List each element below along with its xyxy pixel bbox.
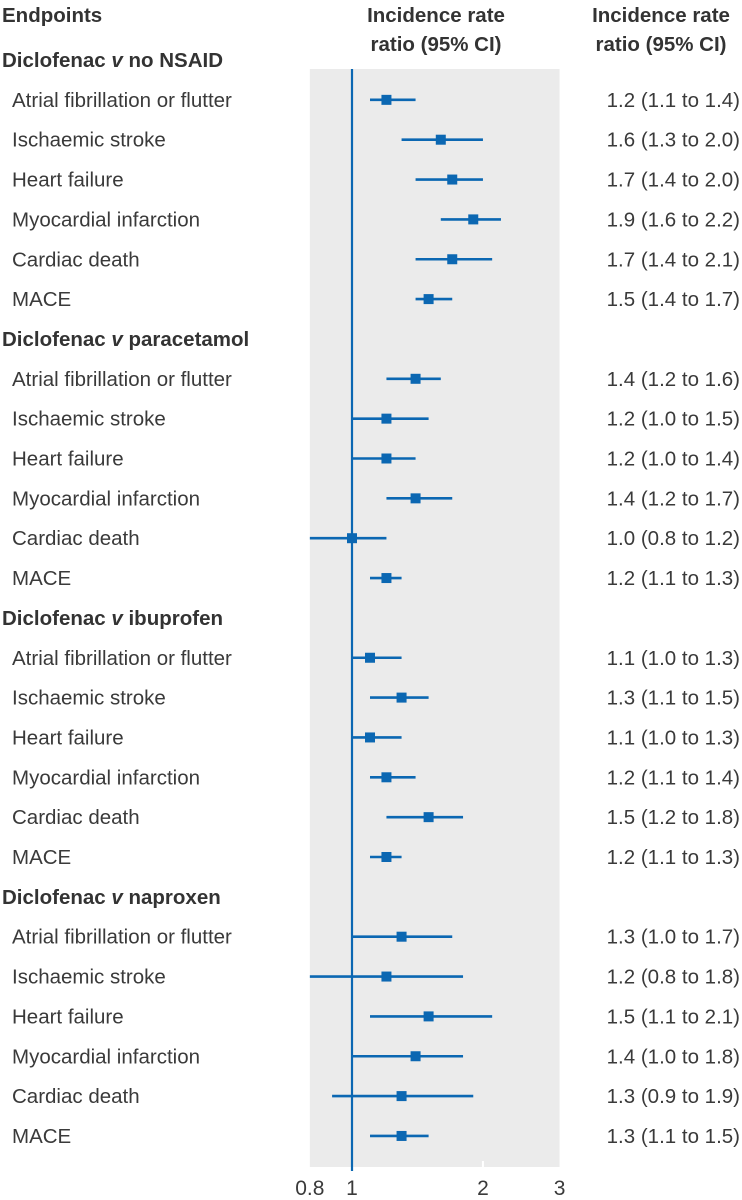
group-title-suffix: no NSAID [123,49,223,72]
x-tick-label: 1 [346,1177,358,1200]
endpoints-header: Endpoints [2,4,102,27]
point-estimate [365,652,376,663]
endpoint-label: Cardiac death [12,527,140,550]
point-estimate [396,931,407,942]
endpoint-label: Atrial fibrillation or flutter [12,647,232,670]
estimate-text: 1.7 (1.4 to 2.1) [607,248,740,271]
group-title-italic: v [111,49,124,72]
endpoint-label: Atrial fibrillation or flutter [12,368,232,391]
estimate-text: 1.5 (1.4 to 1.7) [607,288,740,311]
endpoint-label: Cardiac death [12,248,140,271]
point-estimate [468,214,479,225]
endpoint-label: Heart failure [12,169,124,192]
values-header-line: ratio (95% CI) [596,33,727,56]
group-title: Diclofenac v ibuprofen [2,607,223,630]
estimate-text: 1.5 (1.2 to 1.8) [607,806,740,829]
endpoint-label: Myocardial infarction [12,1045,200,1068]
point-estimate [365,732,376,743]
group-title: Diclofenac v naproxen [2,886,221,909]
point-estimate [381,772,392,783]
estimate-text: 1.2 (0.8 to 1.8) [607,966,740,989]
estimate-text: 1.9 (1.6 to 2.2) [607,208,740,231]
estimate-text: 1.2 (1.0 to 1.5) [607,408,740,431]
endpoint-label: MACE [12,1125,71,1148]
plot-panel [309,69,560,1167]
group-title-italic: v [111,886,124,909]
point-estimate [396,1130,407,1141]
endpoint-label: Myocardial infarction [12,487,200,510]
endpoint-label: Atrial fibrillation or flutter [12,89,232,112]
group-title: Diclofenac v no NSAID [2,49,223,72]
point-estimate [381,453,392,464]
estimate-text: 1.4 (1.2 to 1.7) [607,487,740,510]
group-title-prefix: Diclofenac [2,607,111,630]
point-estimate [347,533,357,544]
endpoint-label: Ischaemic stroke [12,687,166,710]
estimate-text: 1.3 (1.1 to 1.5) [607,1125,740,1148]
point-estimate [423,812,434,823]
group-title-italic: v [111,607,124,630]
estimate-text: 1.2 (1.1 to 1.3) [607,846,740,869]
estimate-text: 1.3 (1.1 to 1.5) [607,687,740,710]
estimate-text: 1.7 (1.4 to 2.0) [607,169,740,192]
point-estimate [447,254,458,265]
endpoint-label: Myocardial infarction [12,766,200,789]
point-estimate [435,134,446,145]
group-title-italic: v [111,328,124,351]
point-estimate [410,1051,421,1062]
endpoint-label: MACE [12,567,71,590]
endpoint-label: Ischaemic stroke [12,129,166,152]
group-title-suffix: paracetamol [123,328,249,351]
endpoint-label: MACE [12,288,71,311]
endpoint-label: Heart failure [12,1005,124,1028]
group-title-suffix: naproxen [123,886,221,909]
point-estimate [410,493,421,504]
estimate-text: 1.2 (1.1 to 1.4) [607,766,740,789]
estimate-text: 1.5 (1.1 to 2.1) [607,1005,740,1028]
endpoint-label: Myocardial infarction [12,208,200,231]
endpoint-label: Ischaemic stroke [12,408,166,431]
point-estimate [381,573,392,584]
point-estimate [423,1011,434,1022]
point-estimate [381,94,392,105]
group-title-prefix: Diclofenac [2,49,111,72]
point-estimate [423,294,434,305]
estimate-text: 1.6 (1.3 to 2.0) [607,129,740,152]
estimate-text: 1.4 (1.2 to 1.6) [607,368,740,391]
point-estimate [410,373,421,384]
plot-header-line: Incidence rate [367,4,505,27]
point-estimate [396,692,407,703]
plot-header-line: ratio (95% CI) [371,33,502,56]
estimate-text: 1.2 (1.1 to 1.3) [607,567,740,590]
estimate-text: 1.2 (1.0 to 1.4) [607,448,740,471]
endpoint-label: Heart failure [12,448,124,471]
endpoint-label: MACE [12,846,71,869]
endpoint-label: Ischaemic stroke [12,966,166,989]
endpoint-label: Atrial fibrillation or flutter [12,926,232,949]
estimate-text: 1.0 (0.8 to 1.2) [607,527,740,550]
estimate-text: 1.2 (1.1 to 1.4) [607,89,740,112]
endpoint-label: Cardiac death [12,1085,140,1108]
estimate-text: 1.1 (1.0 to 1.3) [607,647,740,670]
point-estimate [381,852,392,862]
estimate-text: 1.4 (1.0 to 1.8) [607,1045,740,1068]
group-title-prefix: Diclofenac [2,886,111,909]
group-title-prefix: Diclofenac [2,328,111,351]
point-estimate [396,1091,407,1102]
x-tick-label: 3 [554,1177,566,1200]
estimate-text: 1.3 (0.9 to 1.9) [607,1085,740,1108]
x-tick-label: 2 [477,1177,489,1200]
values-header-line: Incidence rate [592,4,730,27]
endpoint-label: Heart failure [12,726,124,749]
group-title: Diclofenac v paracetamol [2,328,249,351]
point-estimate [447,174,458,185]
x-tick-label: 0.8 [295,1177,324,1200]
estimate-text: 1.1 (1.0 to 1.3) [607,726,740,749]
point-estimate [381,971,392,982]
estimate-text: 1.3 (1.0 to 1.7) [607,926,740,949]
group-title-suffix: ibuprofen [123,607,223,630]
point-estimate [381,413,392,424]
endpoint-label: Cardiac death [12,806,140,829]
